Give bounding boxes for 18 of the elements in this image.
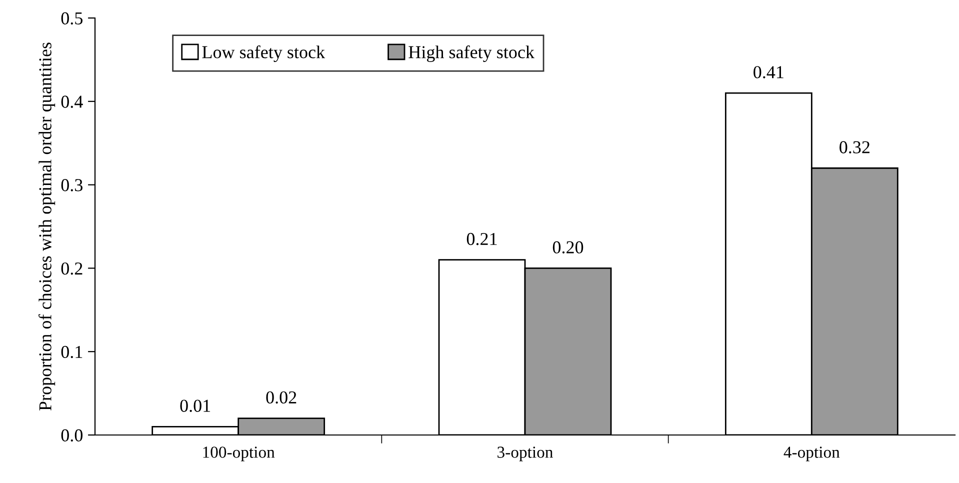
y-tick-label: 0.0 <box>61 429 83 442</box>
legend-label: High safety stock <box>408 45 534 62</box>
x-tick-label: 3-option <box>498 446 553 462</box>
data-label: 0.21 <box>466 232 497 246</box>
x-tick-label: 4-option <box>784 446 840 462</box>
y-axis-title: Proportion of choices with optimal order quantities <box>38 42 56 411</box>
x-tick-label: 100-option <box>203 446 275 462</box>
data-label: 0.20 <box>552 241 584 254</box>
data-label: 0.02 <box>266 391 296 404</box>
data-label: 0.01 <box>180 400 210 412</box>
y-tick-label: 0.2 <box>61 262 82 275</box>
legend-label: Low safety stock <box>202 45 326 62</box>
y-tick-label: 0.5 <box>61 12 82 25</box>
y-tick-label: 0.3 <box>61 179 82 192</box>
y-tick-label: 0.1 <box>61 346 82 358</box>
data-label: 0.32 <box>840 141 870 154</box>
y-tick-label: 0.4 <box>61 96 83 108</box>
data-label: 0.41 <box>754 66 784 78</box>
